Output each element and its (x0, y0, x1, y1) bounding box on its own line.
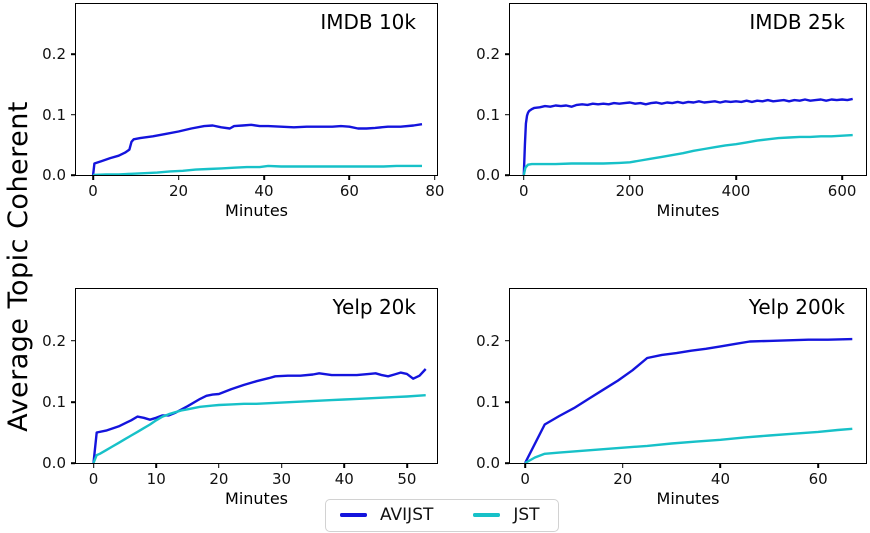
x-tick-label: 80 (425, 182, 445, 200)
chart-title: IMDB 25k (749, 10, 845, 34)
line-avijst (92, 368, 427, 463)
x-axis-label: Minutes (656, 201, 720, 220)
avijst-line-swatch-icon (340, 513, 367, 517)
x-tick-label: 0 (520, 470, 530, 488)
y-tick-label: 0.0 (42, 166, 66, 184)
y-tick (71, 174, 75, 176)
y-tick-label: 0.0 (42, 454, 66, 472)
x-tick-label: 0 (519, 182, 529, 200)
y-tick (71, 113, 75, 116)
line-avijst (91, 123, 423, 175)
x-tick-label: 0 (88, 182, 98, 200)
plot-canvas (524, 337, 853, 463)
y-tick (505, 340, 509, 342)
legend-label-jst: JST (513, 505, 540, 525)
subplot-yelp-20k: Yelp 20k Minutes 0 10 20 30 40 50 0.0 0.1 0.2 (42, 288, 438, 508)
x-tick-label: 20 (209, 470, 229, 488)
y-tick (71, 401, 75, 403)
x-tick (524, 464, 526, 468)
x-tick (348, 176, 351, 180)
y-tick-label: 0.1 (42, 392, 66, 411)
y-tick (505, 174, 509, 176)
y-tick (505, 113, 509, 116)
line-avijst (522, 97, 853, 175)
x-tick (92, 176, 94, 180)
chart-title: IMDB 10k (320, 10, 416, 34)
y-tick (71, 340, 75, 342)
x-tick (343, 464, 346, 468)
x-tick (817, 464, 819, 468)
line-jst (524, 427, 853, 463)
x-tick-label: 400 (721, 182, 751, 200)
x-tick (522, 176, 525, 180)
x-axis-label: Minutes (656, 489, 720, 508)
x-tick (735, 176, 737, 180)
y-tick-label: 0.2 (42, 331, 66, 350)
x-tick-label: 30 (272, 470, 292, 488)
jst-line-swatch-icon (473, 513, 501, 517)
x-tick-label: 600 (827, 182, 857, 200)
y-tick-label: 0.2 (42, 45, 66, 64)
subplot-yelp-200k: Yelp 200k Minutes 0 20 40 60 0.0 0.1 0.2 (476, 288, 867, 508)
y-axis-label: Average Topic Coherent (3, 0, 34, 533)
line-avijst (524, 337, 853, 463)
x-tick-label: 0 (88, 470, 99, 488)
x-tick (177, 176, 180, 180)
y-tick-label: 0.2 (476, 331, 500, 350)
x-tick-label: 40 (710, 470, 731, 488)
x-tick (434, 176, 436, 180)
x-tick (719, 464, 722, 468)
y-tick (505, 53, 509, 55)
x-tick (629, 176, 631, 180)
x-tick-label: 50 (397, 470, 417, 488)
x-tick (622, 464, 624, 468)
x-tick (92, 464, 95, 468)
x-tick-label: 40 (334, 470, 354, 488)
y-tick-label: 0.1 (476, 105, 500, 124)
plot-canvas (91, 123, 423, 175)
y-tick (505, 462, 509, 464)
y-tick (71, 53, 75, 55)
x-tick-label: 200 (615, 182, 645, 200)
x-axis-label: Minutes (225, 489, 288, 508)
y-tick (71, 462, 75, 464)
subplot-imdb-10k: IMDB 10k Minutes 0 20 40 60 80 0.0 0.1 0.2 (42, 3, 444, 220)
y-tick-label: 0.0 (476, 166, 500, 184)
x-tick (841, 176, 843, 180)
line-jst (522, 133, 853, 175)
x-axis-label: Minutes (225, 201, 288, 220)
y-tick (505, 401, 509, 403)
line-jst (92, 394, 426, 463)
chart-title: Yelp 20k (332, 295, 416, 319)
y-axis-label-text: Average Topic Coherent (3, 101, 34, 432)
y-tick-label: 0.1 (42, 105, 66, 124)
legend: AVIJST JST (325, 499, 559, 532)
plot-canvas (92, 368, 427, 463)
x-tick (406, 464, 408, 468)
legend-item-avijst: AVIJST (340, 505, 433, 525)
x-tick-label: 60 (808, 470, 828, 488)
y-tick-label: 0.0 (476, 454, 500, 472)
x-tick-label: 20 (168, 182, 189, 200)
chart-title: Yelp 200k (748, 295, 845, 319)
x-tick (263, 176, 265, 180)
x-tick (155, 464, 158, 468)
x-tick (218, 464, 220, 468)
x-tick-label: 40 (254, 182, 274, 200)
x-tick-label: 20 (613, 470, 633, 488)
legend-label-avijst: AVIJST (380, 505, 434, 525)
y-tick-label: 0.2 (476, 45, 500, 64)
y-tick-label: 0.1 (476, 392, 500, 411)
x-tick-label: 10 (146, 470, 166, 488)
subplot-imdb-25k: IMDB 25k Minutes 0 200 400 600 0.0 0.1 0.2 (476, 3, 867, 220)
x-tick (280, 464, 283, 468)
x-tick-label: 60 (339, 182, 359, 200)
legend-item-jst: JST (473, 505, 540, 525)
plot-canvas (522, 97, 853, 175)
line-jst (93, 164, 422, 175)
